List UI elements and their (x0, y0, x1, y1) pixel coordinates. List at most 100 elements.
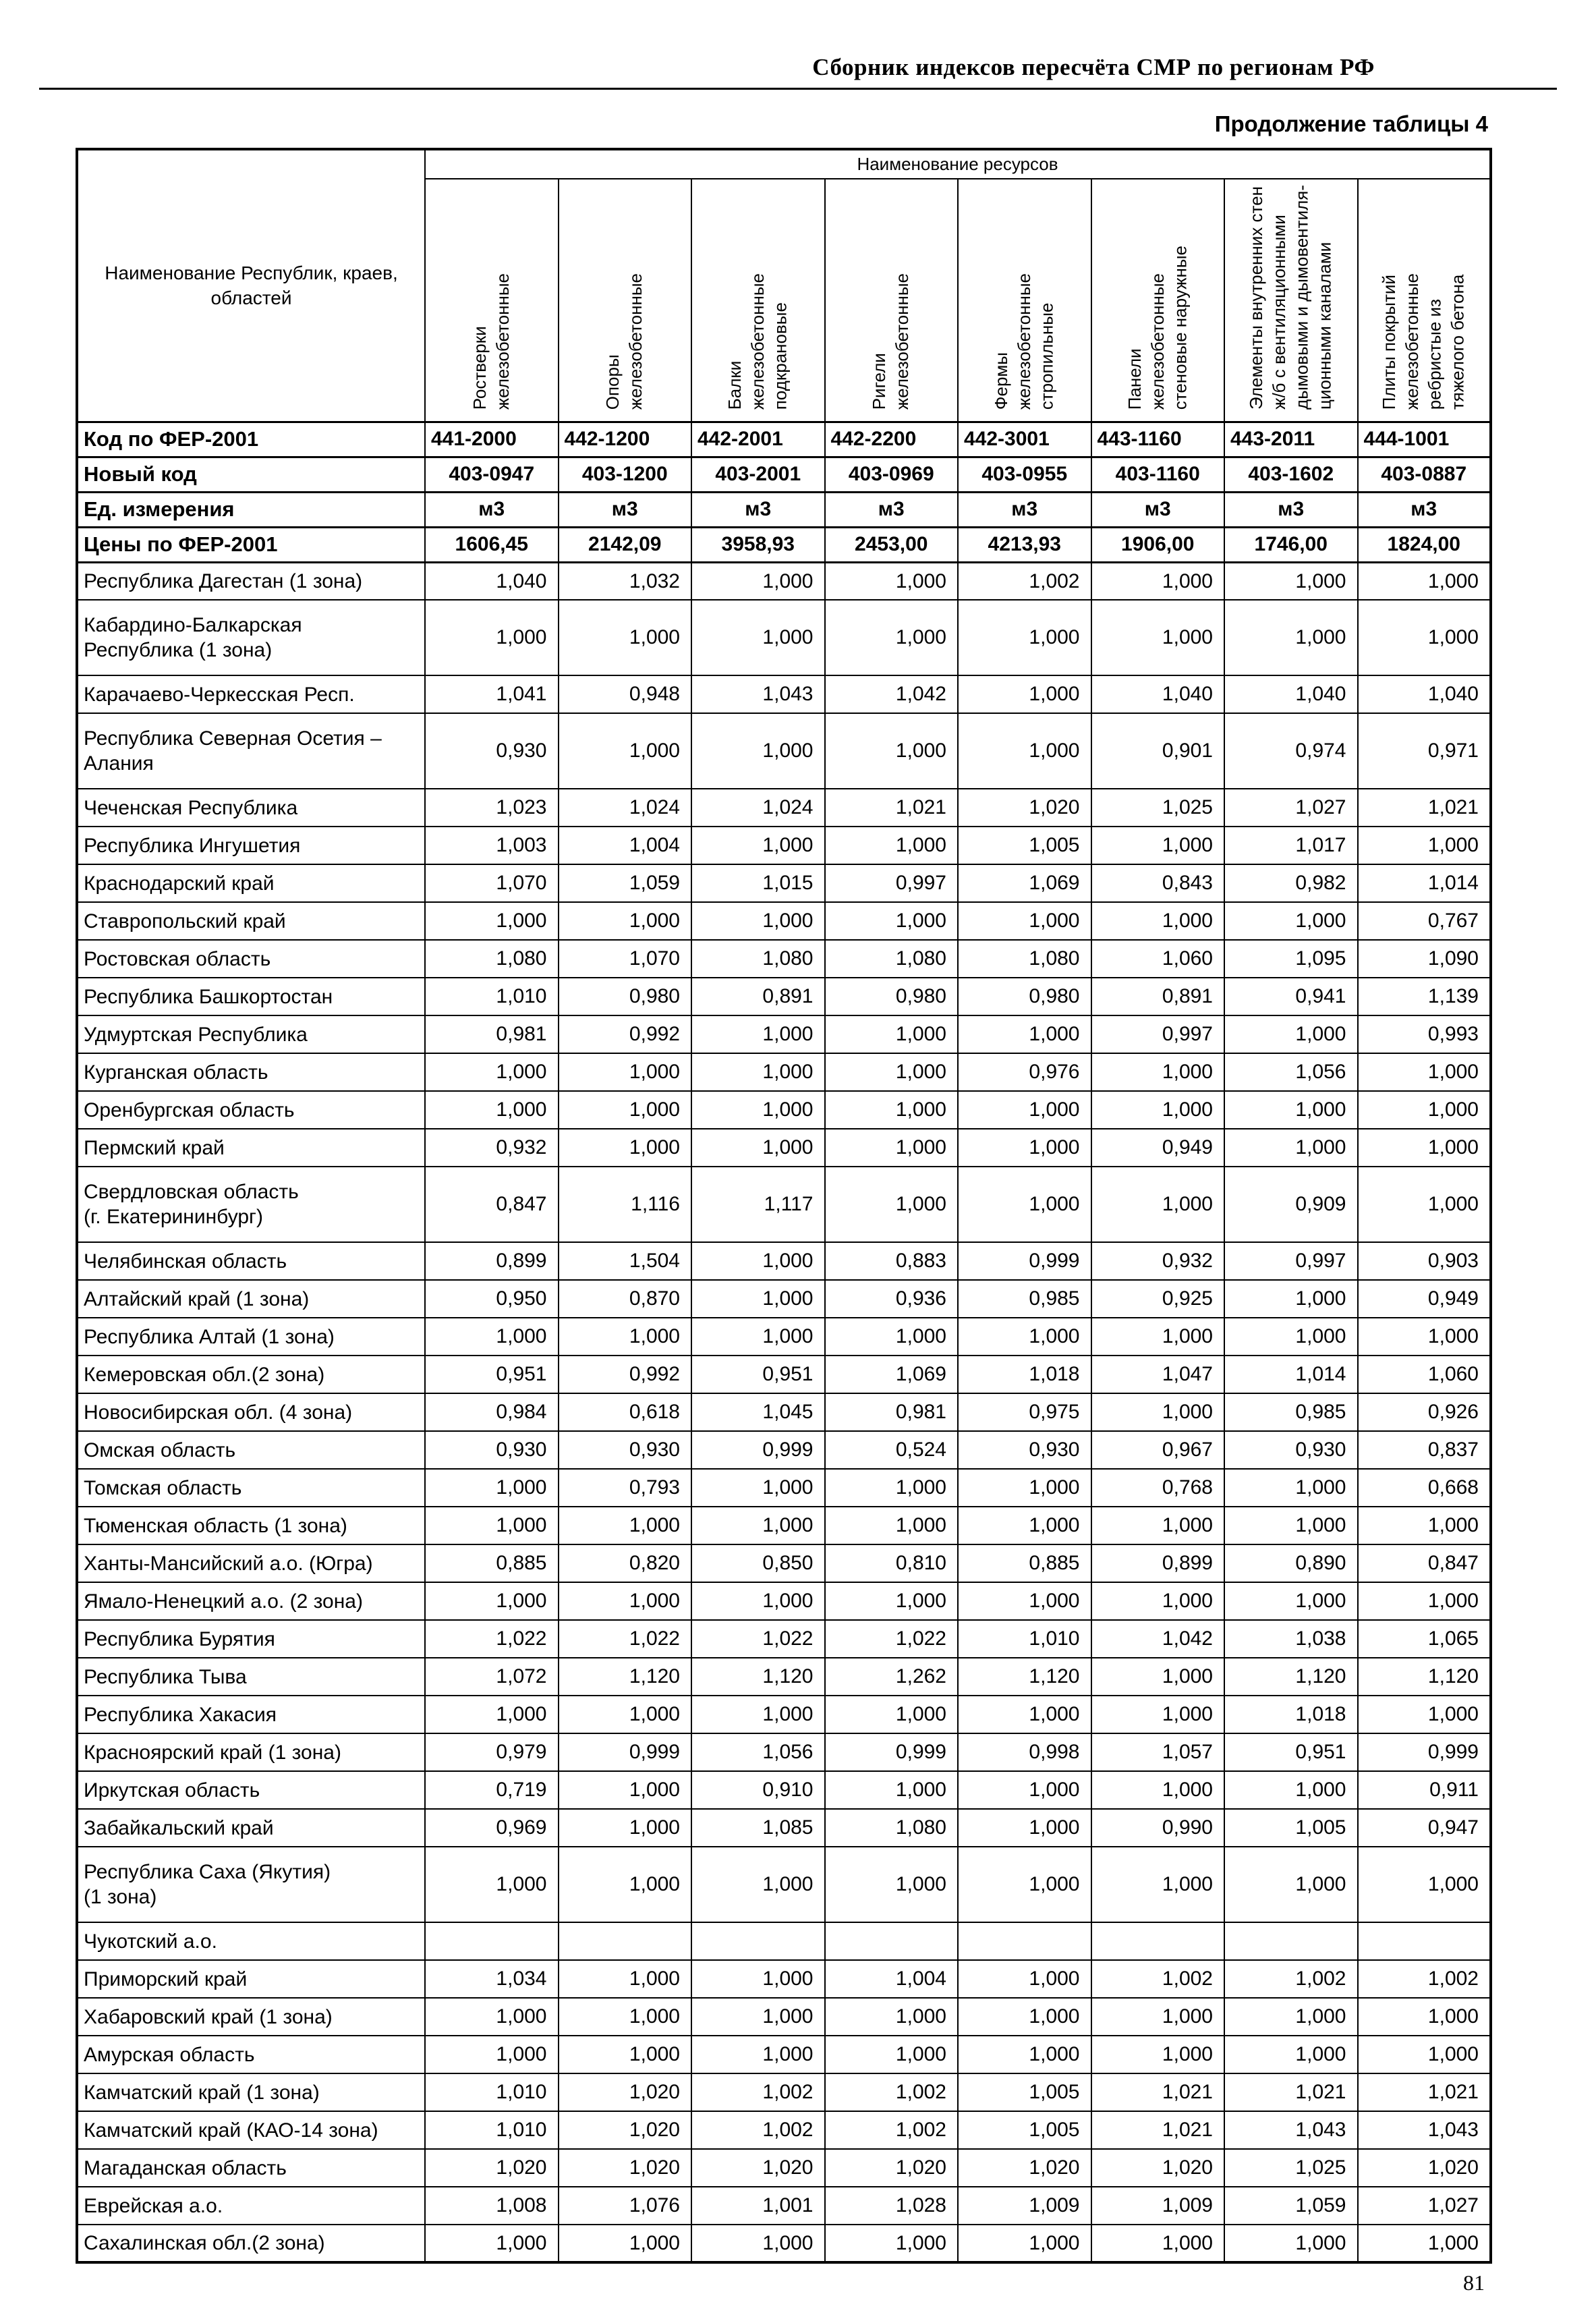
row-label: Тюменская область (1 зона) (76, 1506, 426, 1546)
value-cell: 1,000 (957, 1770, 1092, 1810)
value-cell: 1,000 (1224, 1090, 1359, 1130)
value-cell: 1,009 (957, 2186, 1092, 2226)
value-cell: 1,059 (557, 864, 692, 903)
value-cell: 1,042 (1090, 1619, 1225, 1659)
row-label: Новосибирская обл. (4 зона) (76, 1393, 426, 1432)
value-cell: 1,020 (557, 2073, 692, 2113)
value-cell: 1,000 (824, 826, 959, 866)
value-cell: 1,000 (824, 2035, 959, 2075)
column-header-label: Ростверки железобетонные (469, 273, 513, 410)
table-row: Республика Северная Осетия – Алания 0,930… (76, 713, 1491, 790)
value-cell: 1,000 (957, 1506, 1092, 1546)
column-header-label: Опоры железобетонные (602, 273, 646, 410)
value-cell: 1,000 (957, 1015, 1092, 1055)
column-header-8: Плиты покрытий железобетонные ребристые … (1357, 177, 1491, 423)
value-cell: 0,911 (1357, 1770, 1491, 1810)
value-cell: 1,002 (824, 2111, 959, 2150)
value-cell: 1,120 (1224, 1657, 1359, 1697)
value-cell: 442-2001 (691, 420, 826, 458)
value-cell: 1,000 (691, 713, 826, 790)
value-cell: 1,000 (1357, 599, 1491, 677)
value-cell: 0,910 (691, 1770, 826, 1810)
value-cell: 1,000 (824, 1997, 959, 2037)
value-cell: 1,000 (557, 1808, 692, 1848)
table-row: Сахалинская обл.(2 зона) 1,000 1,000 1,000 1… (76, 2224, 1491, 2264)
indices-table: Наименование Республик, краев, областей … (76, 148, 1492, 2264)
column-header-label: Панели железобетонные стеновые наружные (1124, 245, 1191, 410)
table-row: Тюменская область (1 зона) 1,000 1,000 1,00… (76, 1506, 1491, 1546)
value-cell: 1,095 (1224, 939, 1359, 979)
value-cell: 1,000 (691, 826, 826, 866)
value-cell: 1,002 (691, 2111, 826, 2150)
value-cell: 1,028 (824, 2186, 959, 2226)
value-cell: 1,020 (1357, 2148, 1491, 2188)
value-cell: 0,820 (557, 1544, 692, 1584)
value-cell: 3958,93 (691, 526, 826, 563)
value-cell: 1,000 (691, 901, 826, 941)
row-label: Омская область (76, 1430, 426, 1470)
value-cell: 1,000 (1224, 561, 1359, 601)
value-cell: 1,000 (1224, 1279, 1359, 1319)
value-cell: 1,000 (824, 1128, 959, 1168)
value-cell: 1,000 (1090, 1090, 1225, 1130)
value-cell: 443-2011 (1224, 420, 1359, 458)
value-cell: 1,000 (691, 2035, 826, 2075)
row-label: Краснодарский край (76, 864, 426, 903)
value-cell: 0,618 (557, 1393, 692, 1432)
value-cell: 0,930 (424, 713, 559, 790)
table-row: Еврейская а.о. 1,008 1,076 1,001 1,028 1,009 1… (76, 2186, 1491, 2226)
header-row-resources: Наименование Республик, краев, областей … (76, 148, 1491, 423)
resources-group-header: Наименование ресурсов (424, 148, 1491, 179)
value-cell: 1,000 (1357, 1166, 1491, 1244)
header-row-columns: Ростверки железобетонные Опоры железобето… (77, 177, 1491, 423)
value-cell: 0,980 (824, 977, 959, 1017)
table-row: Республика Дагестан (1 зона) 1,040 1,032 1,… (76, 561, 1491, 601)
value-cell: 1,000 (557, 1770, 692, 1810)
value-cell: 1,000 (957, 1090, 1092, 1130)
value-cell: 1,000 (1090, 1582, 1225, 1621)
value-cell: 1,000 (1090, 599, 1225, 677)
value-cell: 0,719 (424, 1770, 559, 1810)
value-cell: 1,000 (1224, 1015, 1359, 1055)
value-cell: 1,000 (424, 1090, 559, 1130)
table-caption: Продолжение таблицы 4 (1214, 111, 1488, 136)
row-label: Амурская область (76, 2035, 426, 2075)
value-cell: 1,000 (557, 1090, 692, 1130)
value-cell: 1,010 (424, 2073, 559, 2113)
table-row: Кемеровская обл.(2 зона) 0,951 0,992 0,951 1… (76, 1355, 1491, 1395)
value-cell: 1,000 (1090, 1846, 1225, 1924)
value-cell: 1,017 (1224, 826, 1359, 866)
value-cell: 1,000 (1357, 1506, 1491, 1546)
table-row: Свердловская область (г. Екатерининбург)… (76, 1166, 1491, 1244)
value-cell: 1,045 (691, 1393, 826, 1432)
value-cell: 1,000 (1090, 1657, 1225, 1697)
value-cell: 0,768 (1090, 1468, 1225, 1508)
value-cell: 1,000 (1090, 1317, 1225, 1357)
value-cell: 0,947 (1357, 1808, 1491, 1848)
value-cell: 1,262 (824, 1657, 959, 1697)
value-cell: 0,951 (691, 1355, 826, 1395)
table-row: Кабардино-Балкарская Республика (1 зона)… (76, 599, 1491, 677)
table-row: Камчатский край (1 зона) 1,010 1,020 1,002 1… (76, 2073, 1491, 2113)
table-row: Новый код 403-0947 403-1200 403-2001 403-096… (76, 455, 1491, 493)
value-cell: 1,000 (1090, 1695, 1225, 1735)
value-cell: 0,951 (424, 1355, 559, 1395)
value-cell: 1,000 (824, 1090, 959, 1130)
row-label: Ставропольский край (76, 901, 426, 941)
value-cell: 1,000 (691, 1695, 826, 1735)
row-label: Карачаево-Черкесская Респ. (76, 675, 426, 715)
value-cell: 1,010 (424, 2111, 559, 2150)
table-row: Код по ФЕР-2001 441-2000 442-1200 442-2001 4… (76, 420, 1491, 458)
value-cell: 1,000 (824, 1317, 959, 1357)
table-row: Ед. измерения м3 м3 м3 м3 м3 м3 м3 м3 (76, 491, 1491, 528)
value-cell: м3 (557, 491, 692, 528)
row-label: Приморский край (76, 1959, 426, 1999)
table-row: Республика Бурятия 1,022 1,022 1,022 1,022 1,… (76, 1619, 1491, 1659)
value-cell: 403-0947 (424, 455, 559, 493)
value-cell: 1,069 (957, 864, 1092, 903)
column-header-label: Фермы железобетонные стропильные (991, 273, 1057, 410)
value-cell: 0,992 (557, 1015, 692, 1055)
row-label: Код по ФЕР-2001 (76, 420, 426, 458)
value-cell (1357, 1922, 1491, 1961)
